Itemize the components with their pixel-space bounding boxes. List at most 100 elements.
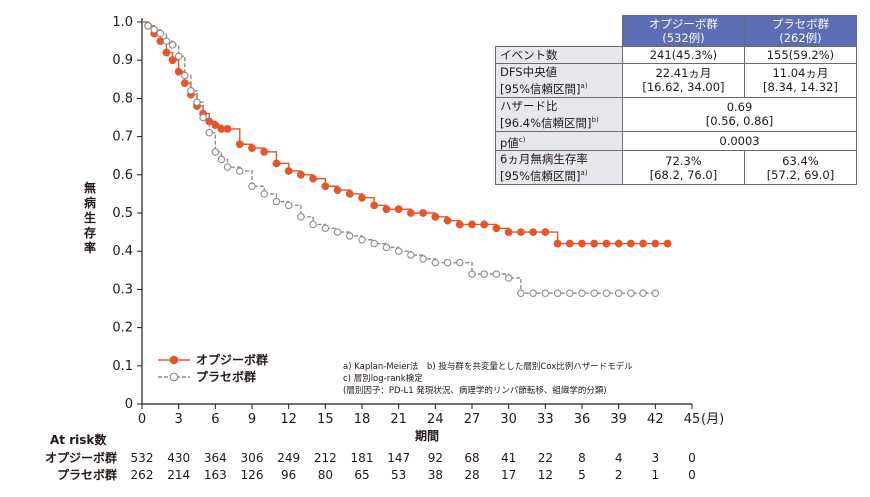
summary-row-label: p値c) [495,130,623,152]
y-tick-label: 0.5 [112,206,133,221]
at-risk-value: 38 [428,468,443,482]
value-ci: [57.2, 69.0] [766,167,835,182]
censor-mark [504,274,513,282]
at-risk-row-label: オプジーボ群 [45,450,117,465]
at-risk-row-label: プラセボ群 [57,467,117,482]
axes: 00.10.20.30.40.50.60.70.80.91.00 3 6 9 12 15 1… [83,15,724,443]
y-axis-title-char: 率 [84,240,96,255]
x-axis-title: 期間 [415,428,439,443]
value-main: 0.69 [726,100,753,115]
at-risk-value: 8 [578,451,586,465]
censor-mark [443,216,452,225]
footnote: c) 層別log-rank検定 [343,373,423,384]
censor-mark [193,98,201,106]
x-tick-label: 9 [248,412,256,427]
censor-mark [394,247,403,255]
at-risk-value: 28 [464,468,479,482]
row-label-ci: [96.4%信頼区間]b) [500,115,599,130]
summary-row: イベント数 241(45.3%) 155(59.2%) [495,46,858,64]
legend-label: プラセボ群 [196,369,256,384]
y-tick-label: 0.9 [112,53,133,68]
y-tick-label: 0.3 [112,282,133,297]
censor-mark [144,22,152,30]
summary-value: 0.0003 [622,130,857,152]
censor-mark [541,228,550,237]
censor-mark [236,167,244,175]
censor-mark [284,167,293,175]
at-risk-value: 163 [204,468,227,482]
row-label-main: イベント数 [500,48,558,62]
at-risk-value: 532 [131,451,154,465]
censor-mark [181,71,189,80]
censor-mark [639,289,647,297]
at-risk-value: 306 [241,451,264,465]
censor-mark [480,270,488,278]
series-placebo [142,21,660,297]
at-risk-value: 430 [167,451,190,465]
at-risk-value: 0 [688,468,696,482]
censor-mark [211,121,220,130]
censor-mark [248,182,256,191]
censor-mark [431,212,440,221]
col-name: オプジーボ群 [648,17,718,31]
censor-mark [174,52,183,61]
censor-mark [309,220,317,229]
censor-mark [211,148,220,156]
value-ci: [68.2, 76.0] [649,167,718,182]
value-main: 22.41ヵ月 [655,66,712,81]
at-risk-value: 2 [615,468,623,482]
value-main: 0.0003 [719,134,760,149]
censor-mark [565,239,574,248]
at-risk-value: 249 [277,451,300,465]
censor-mark [382,205,391,214]
censor-mark [168,56,177,65]
censor-mark [529,228,538,237]
at-risk-value: 17 [501,468,516,482]
x-tick-label: 24 [427,412,444,427]
y-tick-label: 0 [125,397,133,412]
value-ci: [8.34, 14.32] [763,80,838,95]
censor-mark [419,209,428,217]
censor-mark [272,197,281,206]
censor-mark [407,251,415,259]
y-tick-label: 0.4 [112,244,133,259]
censor-mark [358,235,366,244]
summary-value: 63.4% [57.2, 69.0] [743,150,858,186]
summary-value: 155(59.2%) [743,46,858,64]
summary-row-label: イベント数 [495,46,623,64]
col-n: (262例) [779,31,822,45]
censor-mark [553,289,562,297]
censor-mark [566,289,574,297]
censor-mark [150,25,158,34]
censor-mark [260,147,269,156]
censor-mark [553,239,562,248]
censor-mark [602,289,611,297]
censor-mark [529,289,537,297]
censor-mark [333,228,342,236]
at-risk-value: 262 [131,468,154,482]
summary-value: 72.3% [68.2, 76.0] [622,150,745,186]
at-risk-value: 92 [428,451,443,465]
censor-mark [504,228,513,237]
summary-value: 241(45.3%) [622,46,745,64]
censor-mark [156,29,165,38]
y-tick-label: 0.2 [112,321,133,336]
censor-mark [480,220,489,229]
censor-mark [626,239,635,248]
censor-mark [614,239,623,248]
censor-mark [296,170,305,179]
censor-mark [590,289,598,297]
censor-mark [272,159,281,168]
x-tick-label: 3 [175,412,183,427]
censor-mark [345,190,354,198]
censor-mark [578,289,586,297]
y-axis-title: 無病生存率 [83,180,96,255]
censor-mark [541,289,550,297]
censor-mark [492,270,501,278]
y-tick-label: 1.0 [112,15,133,30]
row-label-main: p値c) [500,135,526,150]
censor-mark [321,224,330,233]
censor-mark [223,163,232,171]
